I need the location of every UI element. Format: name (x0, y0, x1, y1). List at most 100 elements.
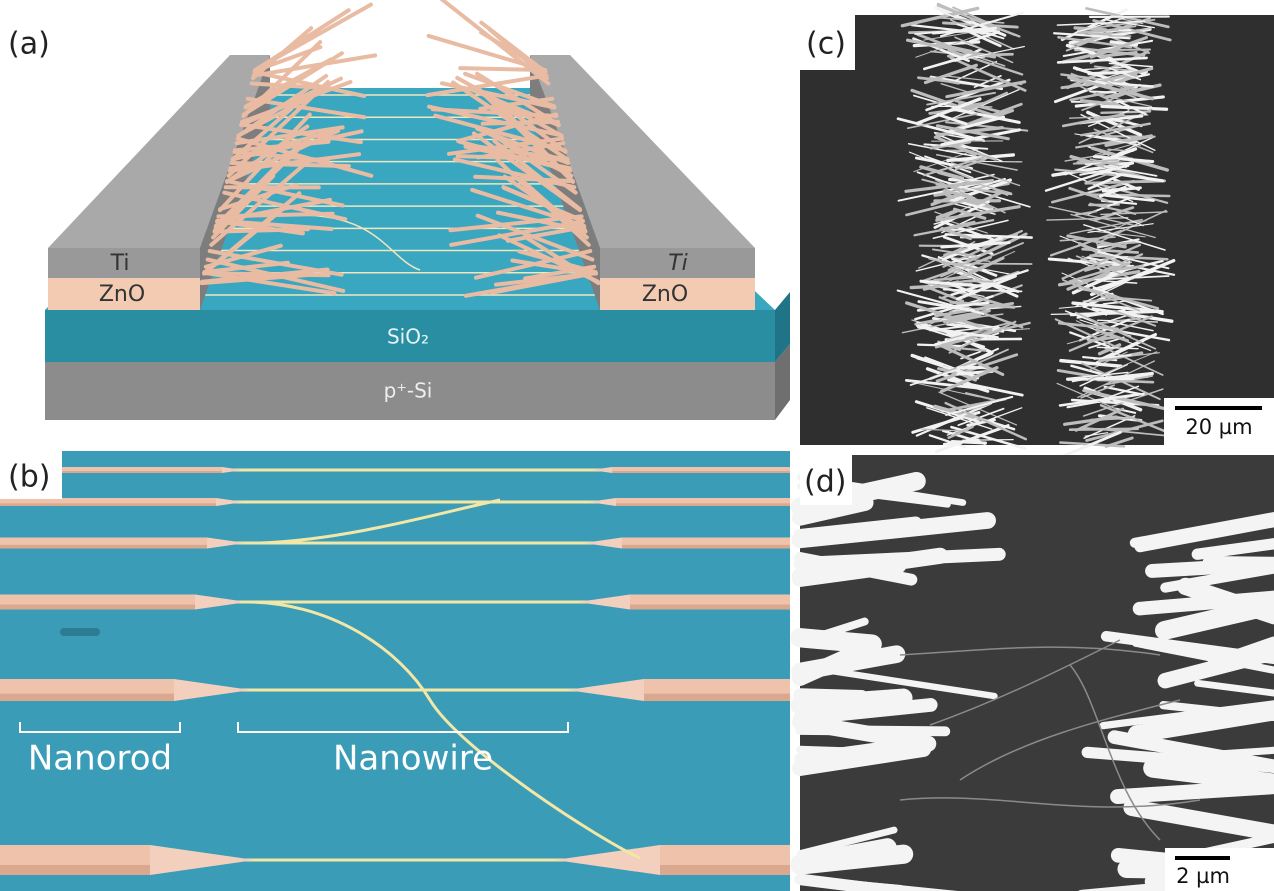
sio2-layer (45, 310, 775, 362)
scale-box (1165, 848, 1274, 891)
nanorod (1074, 210, 1098, 216)
nanowire (259, 498, 501, 545)
nanorod (935, 205, 1021, 222)
nanorod (925, 274, 972, 283)
nanorod (252, 8, 351, 73)
nanorod (936, 403, 991, 427)
nanorod (230, 128, 335, 162)
nanorod (1089, 36, 1148, 59)
nanorod (425, 73, 549, 98)
nanorod-shade (0, 865, 150, 875)
nanorod (251, 53, 378, 78)
nanorod (446, 136, 565, 156)
nanorod (926, 407, 993, 430)
nanorod (448, 214, 584, 233)
nanorod (964, 52, 1006, 67)
nanorod (1092, 269, 1155, 291)
nanorod (0, 498, 216, 506)
nanorod (791, 547, 949, 584)
nanorod-tip (150, 845, 255, 875)
nanorod (929, 75, 1004, 91)
nanorod (1102, 352, 1160, 360)
nanorod (952, 60, 998, 83)
nanorod (1048, 205, 1138, 227)
nanorod (1068, 186, 1109, 203)
nanorod (1082, 297, 1127, 303)
nanorod-shade (612, 471, 790, 473)
panel-a: Ti Ti ZnO ZnO SiO₂ p⁺-Si (a) (8, 0, 790, 420)
nanorod (1194, 679, 1274, 697)
nanorod (910, 23, 995, 36)
nanorod (1053, 73, 1131, 104)
nanorod (1061, 243, 1141, 280)
nanorod (964, 392, 996, 401)
bracket (237, 722, 569, 733)
nanorod (949, 300, 1016, 309)
nanorod (914, 313, 1004, 325)
nanorod (1076, 28, 1119, 35)
nanorod (1159, 701, 1274, 722)
nanorod (1075, 255, 1134, 280)
label-box (800, 455, 852, 505)
nanorod (1104, 19, 1155, 29)
nanorod (1082, 305, 1108, 316)
nanorod (1116, 99, 1147, 116)
nanorod-tip (174, 679, 251, 701)
nanorod (1056, 56, 1148, 64)
nanorod (954, 99, 1008, 115)
nanorod (1191, 538, 1274, 560)
nanorod (1064, 152, 1114, 162)
nanorod (1068, 427, 1139, 432)
nanorod (942, 288, 1023, 293)
nanorod (935, 124, 1010, 141)
nanorod (901, 315, 986, 334)
nanorod (928, 76, 960, 85)
nanorod (1066, 376, 1135, 381)
nanorod (1046, 217, 1129, 221)
nanowire (239, 600, 641, 860)
sio2-side (775, 292, 790, 362)
nanorod (925, 78, 1011, 112)
scale-label: 20 µm (1185, 415, 1252, 439)
nanorod-tip (583, 537, 622, 549)
nanorod (931, 26, 998, 35)
nanorod (934, 424, 1010, 454)
nanorod (1089, 158, 1128, 169)
nanorod (1058, 430, 1122, 459)
nanorod (923, 156, 985, 177)
nanorod (1078, 318, 1131, 342)
nanorod-tip (207, 537, 246, 549)
nanorod (612, 467, 790, 473)
nanorod (1069, 218, 1143, 235)
nanorod (1066, 330, 1116, 345)
nanorod (225, 128, 341, 184)
nanorod (1073, 26, 1108, 32)
nanorod (941, 429, 987, 445)
nanorod (439, 81, 557, 110)
panel-label: (d) (804, 465, 846, 500)
nanorod (622, 537, 790, 549)
nanorod (967, 256, 1005, 276)
nanorod (1061, 113, 1125, 128)
nanorod (796, 826, 898, 858)
nanorod (1081, 85, 1148, 112)
nanorod (1057, 269, 1141, 287)
nanorod (505, 225, 587, 243)
nanorod-shade (622, 544, 790, 549)
nanorod (1176, 577, 1274, 625)
nanorod (939, 11, 1024, 38)
nanorod (1093, 354, 1133, 360)
nanorod (935, 208, 959, 220)
nanorod (1099, 700, 1274, 730)
nanorod (1096, 241, 1142, 247)
nanorod (1047, 257, 1130, 267)
nanorod (791, 512, 996, 549)
nanorod (451, 80, 570, 162)
nanorod (950, 269, 1029, 297)
nanorod (944, 121, 1029, 132)
nanorod (252, 70, 367, 98)
nanorod (1104, 374, 1153, 386)
nanorod-shade (0, 693, 174, 701)
nanorod (940, 242, 1024, 278)
nanorod (935, 42, 973, 53)
